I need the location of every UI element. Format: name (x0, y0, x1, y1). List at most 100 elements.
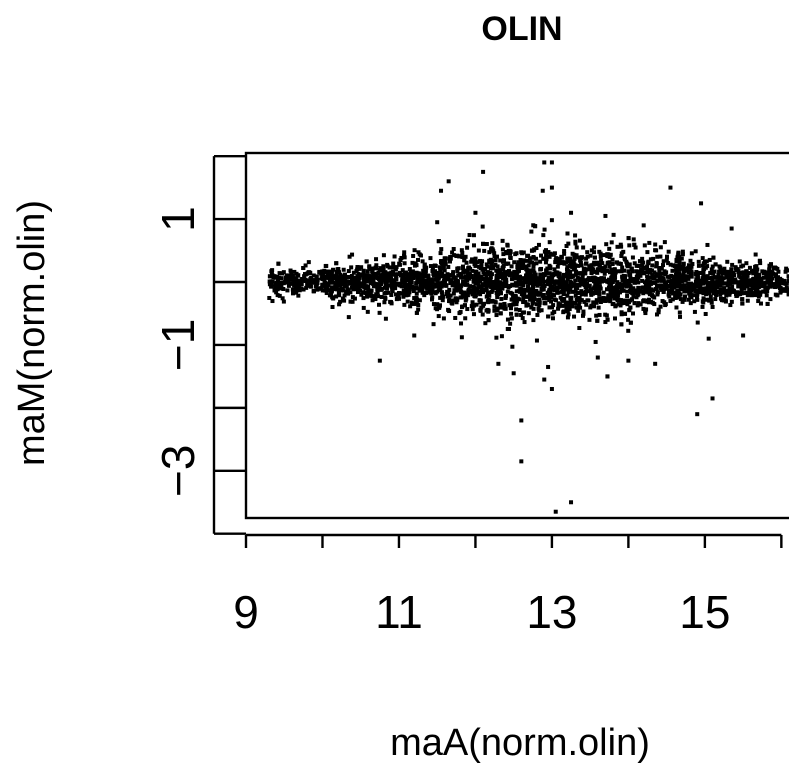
data-point (566, 272, 571, 277)
data-point (403, 270, 408, 275)
data-point (641, 306, 646, 311)
data-point (739, 279, 744, 284)
data-point (631, 237, 636, 242)
data-point (550, 287, 555, 292)
data-point (530, 248, 535, 253)
data-point (547, 254, 552, 259)
data-point (574, 253, 579, 258)
data-point (486, 318, 491, 323)
data-point (361, 290, 366, 295)
data-point (355, 274, 360, 279)
data-point (504, 261, 509, 266)
data-point (628, 305, 633, 310)
data-point (488, 281, 493, 286)
data-point (389, 278, 394, 283)
data-point (403, 277, 408, 282)
data-point (593, 276, 598, 281)
data-point (350, 252, 355, 257)
data-point (621, 300, 626, 305)
data-point (736, 284, 741, 289)
data-point (737, 273, 742, 278)
data-point (472, 290, 477, 295)
data-point (765, 301, 770, 306)
data-point (641, 285, 646, 290)
data-point (495, 264, 500, 269)
data-point (730, 262, 735, 267)
data-point (352, 275, 357, 280)
data-point (425, 286, 430, 291)
data-point (332, 287, 337, 292)
data-point (651, 280, 656, 285)
data-point (575, 275, 580, 280)
data-point (423, 279, 428, 284)
data-point (658, 271, 663, 276)
data-point (412, 333, 417, 338)
data-point (653, 361, 658, 366)
data-point (441, 316, 446, 321)
data-point (511, 295, 516, 300)
data-point (765, 285, 770, 290)
data-point (709, 270, 714, 275)
data-point (699, 201, 704, 206)
data-point (749, 290, 754, 295)
data-point (302, 274, 307, 279)
data-point (348, 299, 353, 304)
data-point (493, 258, 498, 263)
data-point (293, 276, 298, 281)
data-point (554, 256, 559, 261)
data-point (549, 299, 554, 304)
data-point (458, 295, 463, 300)
data-point (514, 312, 519, 317)
data-point (314, 274, 319, 279)
data-point (569, 302, 574, 307)
data-point (607, 254, 612, 259)
data-point (445, 289, 450, 294)
data-point (607, 270, 612, 275)
data-point (742, 276, 747, 281)
data-point (485, 290, 490, 295)
data-point (640, 256, 645, 261)
data-point (603, 298, 608, 303)
data-point (438, 251, 443, 256)
data-point (338, 288, 343, 293)
data-point (608, 299, 613, 304)
data-point (611, 277, 616, 282)
data-point (457, 254, 462, 259)
data-point (641, 270, 646, 275)
data-point (503, 282, 508, 287)
data-point (565, 277, 570, 282)
data-point (712, 269, 717, 274)
data-point (640, 289, 645, 294)
data-point (373, 265, 378, 270)
data-point (306, 270, 311, 275)
data-point (282, 280, 287, 285)
data-point (598, 300, 603, 305)
data-point (473, 263, 478, 268)
data-point (657, 268, 662, 273)
data-point (577, 295, 582, 300)
data-point (362, 277, 367, 282)
data-point (447, 287, 452, 292)
data-point (290, 287, 295, 292)
data-point (477, 284, 482, 289)
data-point (689, 251, 694, 256)
data-point (277, 293, 282, 298)
y-axis-label: maM(norm.olin) (11, 200, 53, 466)
data-point (573, 239, 578, 244)
data-point (598, 254, 603, 259)
data-point (365, 273, 370, 278)
data-point (548, 283, 553, 288)
data-point (590, 277, 595, 282)
data-point (610, 272, 615, 277)
data-point (690, 285, 695, 290)
data-point (498, 258, 503, 263)
data-point (497, 271, 502, 276)
data-point (483, 280, 488, 285)
data-point (359, 292, 364, 297)
data-point (649, 299, 654, 304)
data-point (547, 305, 552, 310)
data-point (417, 298, 422, 303)
data-point (475, 272, 480, 277)
data-point (682, 294, 687, 299)
data-point (540, 188, 545, 193)
